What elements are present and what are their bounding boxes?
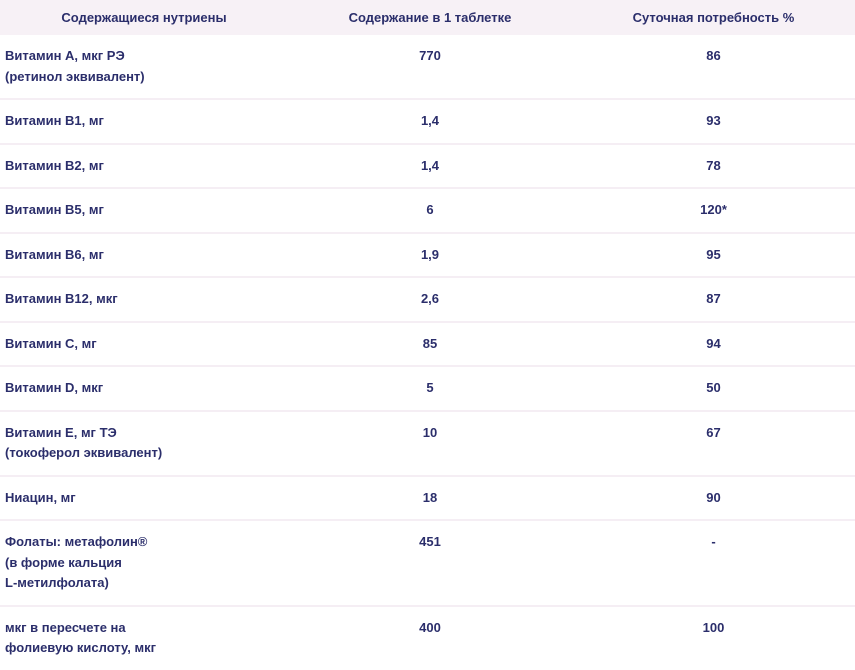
per-tablet-cell: 1,4: [288, 143, 572, 189]
nutrient-name-cell: Ниацин, мг: [0, 475, 288, 521]
table-row: Витамин B6, мг 1,9 95: [0, 232, 855, 278]
nutrient-name-line: мкг в пересчете на: [5, 619, 126, 635]
nutrient-name-line: (ретинол эквивалент): [5, 68, 145, 84]
table-body: Витамин А, мкг РЭ (ретинол эквивалент) 770…: [0, 35, 855, 670]
daily-need-cell: 67: [572, 410, 855, 477]
daily-need-cell: 87: [572, 277, 855, 323]
per-tablet-cell: 6: [288, 188, 572, 234]
table-row: Витамин D, мкг 5 50: [0, 366, 855, 412]
nutrient-name-cell: Витамин C, мг: [0, 321, 288, 367]
nutrient-name-cell: Фолаты: метафолин® (в форме кальция L-мети…: [0, 520, 288, 607]
table-row: Ниацин, мг 18 90: [0, 475, 855, 521]
nutrient-name-line: Витамин B1, мг: [5, 113, 104, 128]
table-header: Содержащиеся нутриены Содержание в 1 таб…: [0, 0, 855, 35]
daily-need-cell: -: [572, 520, 855, 607]
nutrient-name-line: Витамин E, мг ТЭ: [5, 424, 117, 440]
per-tablet-cell: 451: [288, 520, 572, 607]
daily-need-cell: 95: [572, 232, 855, 278]
table-row: Витамин B12, мкг 2,6 87: [0, 277, 855, 323]
nutrient-name-cell: мкг в пересчете на фолиевую кислоту, мкг: [0, 606, 288, 670]
table-row: Витамин C, мг 85 94: [0, 321, 855, 367]
per-tablet-cell: 5: [288, 366, 572, 412]
table-row: Витамин B1, мг 1,4 93: [0, 99, 855, 145]
nutrient-name-line: L-метилфолата): [5, 575, 109, 590]
nutrient-name-cell: Витамин B1, мг: [0, 99, 288, 145]
per-tablet-cell: 1,4: [288, 99, 572, 145]
header-row: Содержащиеся нутриены Содержание в 1 таб…: [0, 0, 855, 35]
header-daily-need: Суточная потребность %: [572, 0, 855, 35]
nutrient-name-cell: Витамин B6, мг: [0, 232, 288, 278]
nutrient-name-cell: Витамин А, мкг РЭ (ретинол эквивалент): [0, 35, 288, 100]
per-tablet-cell: 18: [288, 475, 572, 521]
table-row: мкг в пересчете на фолиевую кислоту, мкг 4…: [0, 606, 855, 670]
nutrient-name-line: Витамин B6, мг: [5, 246, 104, 262]
nutrient-name-line: Витамин B12, мкг: [5, 291, 118, 306]
daily-need-cell: 90: [572, 475, 855, 521]
per-tablet-cell: 1,9: [288, 232, 572, 278]
daily-need-cell: 94: [572, 321, 855, 367]
per-tablet-cell: 2,6: [288, 277, 572, 323]
table-row: Витамин E, мг ТЭ (токоферол эквивалент) 10…: [0, 410, 855, 477]
nutrient-name-line: Витамин B5, мг: [5, 202, 104, 217]
nutrient-name-line: Витамин B2, мг: [5, 157, 104, 173]
daily-need-cell: 78: [572, 143, 855, 189]
nutrient-name-cell: Витамин B12, мкг: [0, 277, 288, 323]
nutrient-name-cell: Витамин D, мкг: [0, 366, 288, 412]
daily-need-cell: 120*: [572, 188, 855, 234]
nutrient-name-line: фолиевую кислоту, мкг: [5, 640, 157, 655]
daily-need-cell: 93: [572, 99, 855, 145]
nutrient-name-line: Фолаты: метафолин®: [5, 534, 148, 549]
nutrient-name-line: Витамин D, мкг: [5, 380, 104, 395]
per-tablet-cell: 770: [288, 35, 572, 100]
per-tablet-cell: 85: [288, 321, 572, 367]
per-tablet-cell: 400: [419, 619, 441, 635]
nutrient-name-line: (токоферол эквивалент): [5, 445, 163, 460]
daily-need-cell: 50: [572, 366, 855, 412]
nutrient-name-cell: Витамин E, мг ТЭ (токоферол эквивалент): [0, 410, 288, 477]
table-row: Фолаты: метафолин® (в форме кальция L-мети…: [0, 520, 855, 607]
nutrient-name-cell: Витамин B2, мг: [0, 143, 288, 189]
nutrient-name-line: Витамин C, мг: [5, 335, 97, 351]
daily-need-cell: 100: [702, 619, 725, 635]
nutrient-name-line: Витамин А, мкг РЭ: [5, 48, 125, 63]
table-row: Витамин B2, мг 1,4 78: [0, 143, 855, 189]
daily-need-cell: 86: [572, 35, 855, 100]
header-per-tablet: Содержание в 1 таблетке: [288, 0, 572, 35]
nutrient-name-line: Ниацин, мг: [5, 489, 76, 505]
nutrient-name-cell: Витамин B5, мг: [0, 188, 288, 234]
table-row: Витамин А, мкг РЭ (ретинол эквивалент) 770…: [0, 35, 855, 100]
table-row: Витамин B5, мг 6 120*: [0, 188, 855, 234]
per-tablet-cell: 10: [288, 410, 572, 477]
header-nutrients: Содержащиеся нутриены: [0, 0, 288, 35]
nutrient-name-line: (в форме кальция: [5, 554, 122, 570]
